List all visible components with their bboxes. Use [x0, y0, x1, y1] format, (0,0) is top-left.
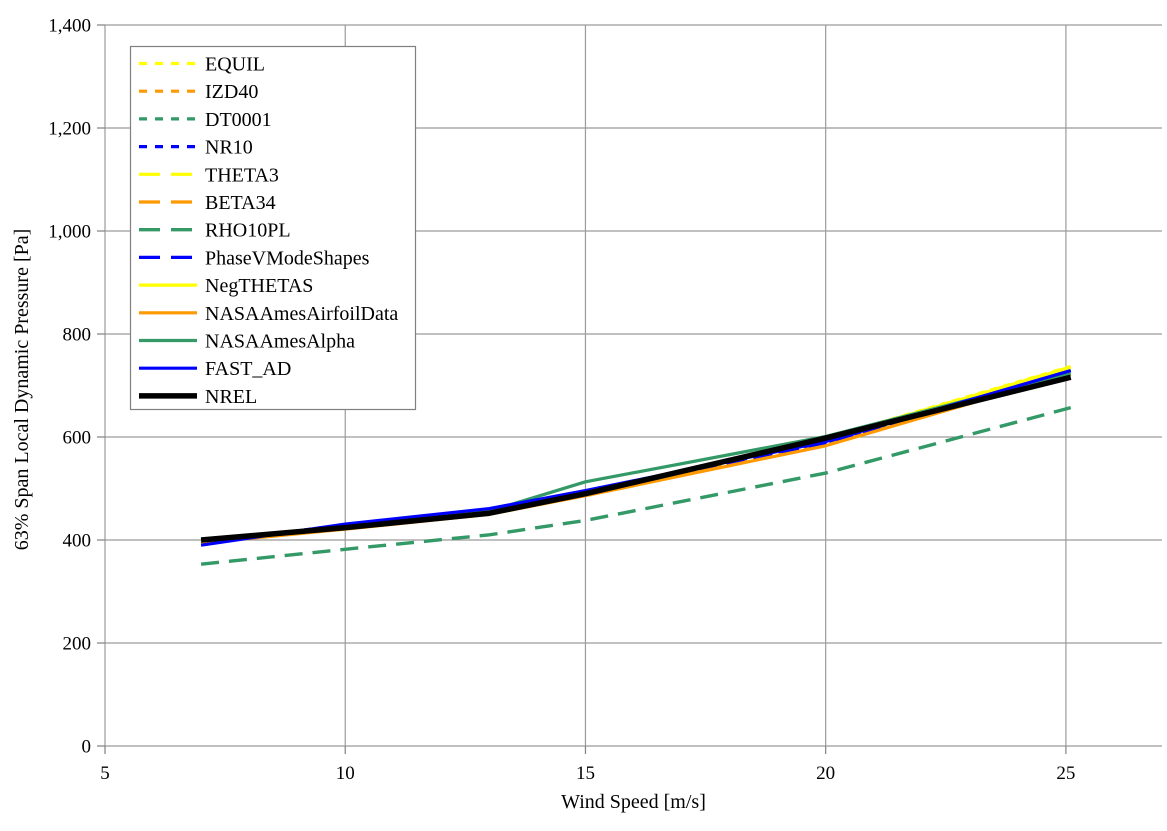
y-tick-label: 200	[63, 634, 92, 655]
y-tick-label: 400	[63, 531, 92, 552]
legend-item-NegTHETAS: NegTHETAS	[139, 275, 313, 297]
legend-label: NR10	[205, 137, 253, 159]
legend-item-RHO10PL: RHO10PL	[139, 220, 291, 242]
legend-label: RHO10PL	[205, 220, 291, 242]
legend-label: NASAAmesAirfoilData	[205, 303, 398, 325]
legend-label: BETA34	[205, 192, 276, 214]
legend-label: NASAAmesAlpha	[205, 331, 355, 353]
legend-label: EQUIL	[205, 54, 265, 76]
legend-item-NASAAmesAirfoilData: NASAAmesAirfoilData	[139, 303, 398, 325]
legend-item-IZD40: IZD40	[139, 81, 258, 103]
y-tick-label: 600	[63, 428, 92, 449]
y-tick-label: 0	[82, 737, 92, 758]
y-tick-label: 800	[63, 325, 92, 346]
y-tick-label: 1,400	[48, 16, 91, 37]
series-line-RHO10PL	[200, 406, 1072, 566]
legend-item-FAST_AD: FAST_AD	[139, 358, 291, 380]
legend-item-EQUIL: EQUIL	[139, 54, 265, 76]
legend-label: NREL	[205, 386, 257, 408]
legend-label: THETA3	[205, 164, 279, 186]
legend: EQUIL IZD40 DT0001 NR10 THETA3 BETA34 RHO10PL P…	[129, 45, 417, 411]
y-tick-label: 1,000	[48, 222, 91, 243]
legend-label: IZD40	[205, 81, 258, 103]
y-tick-label: 1,200	[48, 119, 91, 140]
x-tick-label: 10	[336, 763, 355, 784]
x-tick-label: 5	[100, 763, 110, 784]
y-axis-title: 63% Span Local Dynamic Pressure [Pa]	[11, 228, 33, 551]
x-tick-label: 15	[576, 763, 595, 784]
x-tick-label: 25	[1056, 763, 1075, 784]
legend-label: NegTHETAS	[205, 275, 313, 297]
legend-label: DT0001	[205, 109, 272, 131]
legend-item-PhaseVModeShapes: PhaseVModeShapes	[139, 247, 370, 269]
x-tick-label: 20	[816, 763, 835, 784]
legend-item-THETA3: THETA3	[139, 164, 279, 186]
legend-label: FAST_AD	[205, 358, 291, 380]
legend-item-NASAAmesAlpha: NASAAmesAlpha	[139, 331, 355, 353]
x-axis-title: Wind Speed [m/s]	[561, 791, 706, 813]
legend-item-DT0001: DT0001	[139, 109, 272, 131]
legend-item-NR10: NR10	[139, 137, 253, 159]
legend-label: PhaseVModeShapes	[205, 247, 370, 269]
legend-item-BETA34: BETA34	[139, 192, 276, 214]
legend-item-NREL: NREL	[139, 386, 257, 408]
series-line-NREL	[200, 374, 1072, 543]
